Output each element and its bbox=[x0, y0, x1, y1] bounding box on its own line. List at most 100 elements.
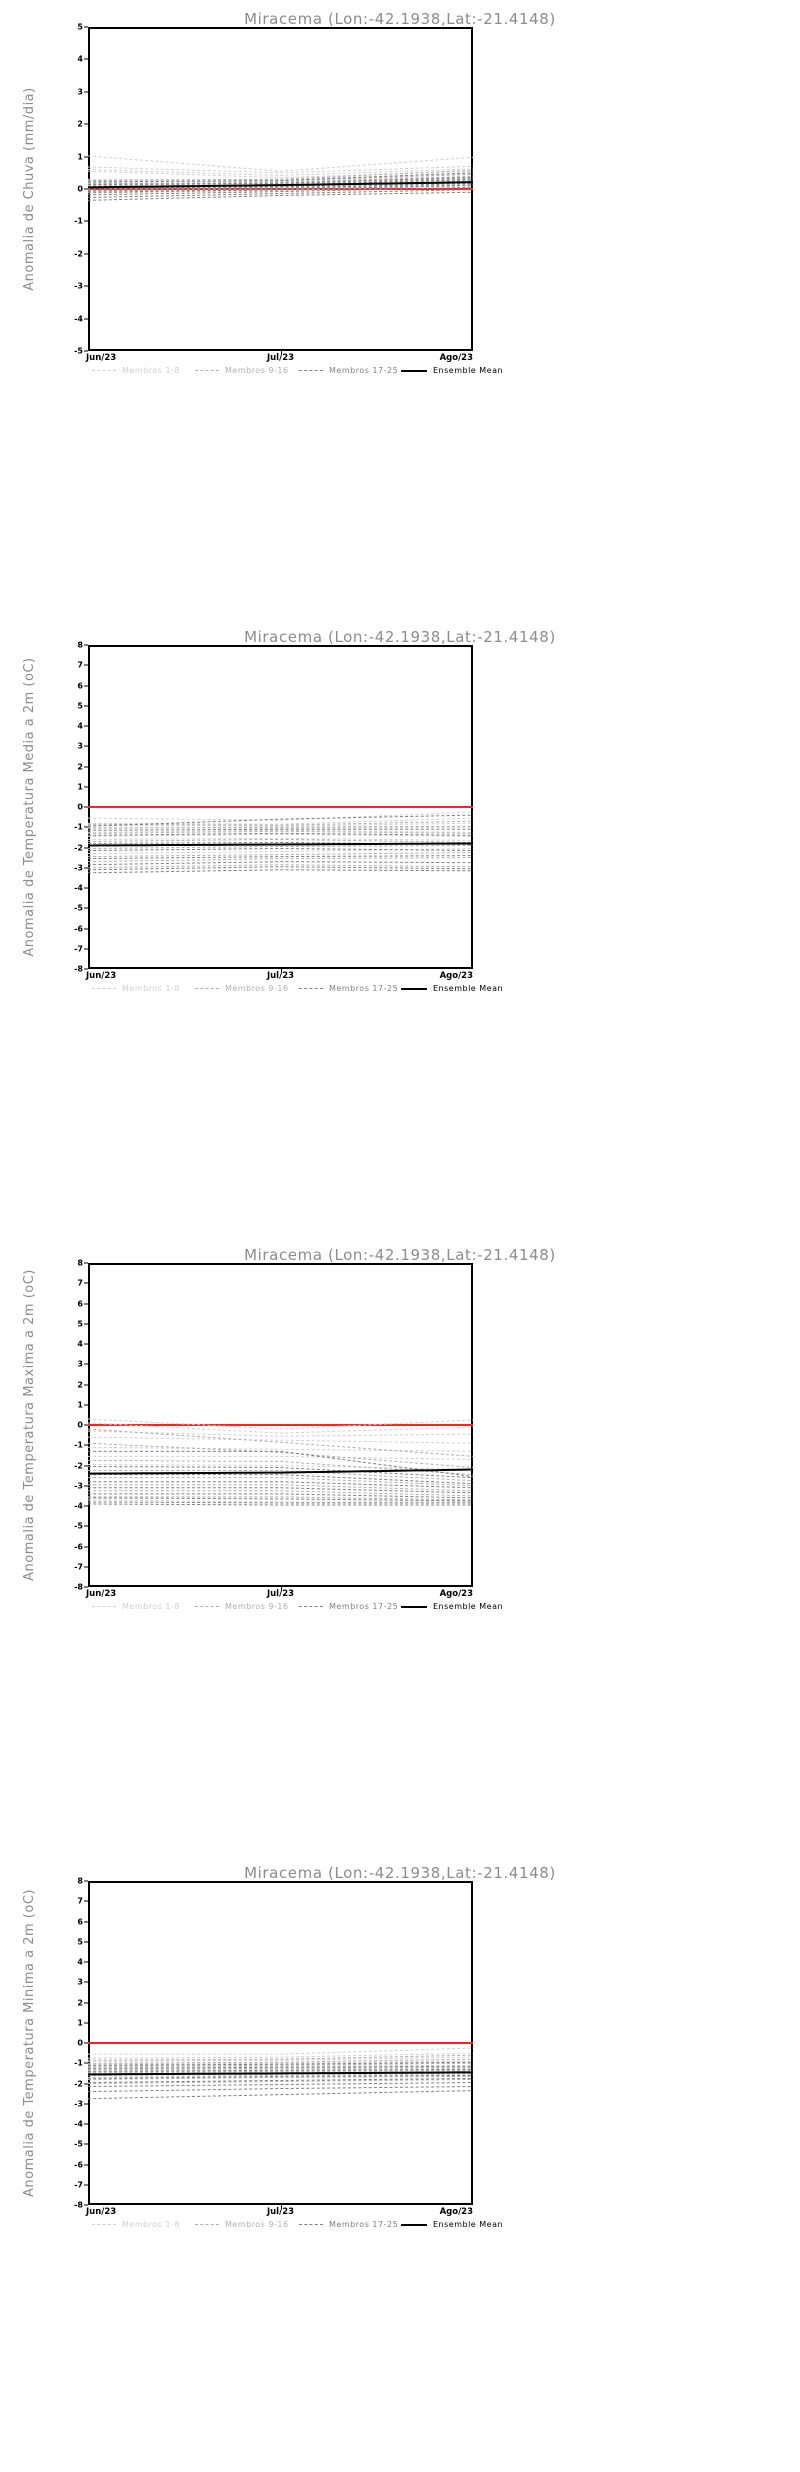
y-tick-mark bbox=[84, 1586, 88, 1588]
member-line bbox=[88, 833, 473, 837]
y-tick-label: 5 bbox=[77, 22, 83, 32]
plot-area: 5 4 3 2 1 0 -1 -2 -3 -4 -5 Jun/23 Jul/23 Ago/23 bbox=[74, 23, 473, 363]
member-line bbox=[88, 1503, 473, 1506]
y-tick-label: 5 bbox=[77, 1937, 83, 1947]
y-tick-mark bbox=[84, 1282, 88, 1284]
legend-label: Ensemble Mean bbox=[433, 366, 504, 375]
member-line bbox=[88, 844, 473, 850]
y-tick-label: -2 bbox=[74, 2079, 83, 2088]
member-line bbox=[88, 2067, 473, 2071]
y-tick-mark bbox=[84, 1941, 88, 1943]
member-line bbox=[88, 852, 473, 858]
member-line bbox=[88, 832, 473, 836]
member-line bbox=[88, 185, 473, 194]
series-canvas bbox=[88, 1881, 473, 2205]
x-tick-mark bbox=[280, 969, 282, 973]
legend-swatch-icon bbox=[195, 2224, 219, 2225]
y-tick-label: 1 bbox=[77, 1400, 83, 1410]
legend-label: Membros 9-16 bbox=[225, 984, 289, 993]
member-line bbox=[88, 825, 473, 829]
ensemble-mean-line bbox=[88, 842, 473, 847]
member-line bbox=[88, 1490, 473, 1497]
y-tick-mark bbox=[84, 664, 88, 666]
y-tick-label: -8 bbox=[74, 1582, 83, 1592]
member-line bbox=[88, 1428, 473, 1457]
y-tick-mark bbox=[84, 887, 88, 889]
legend-label: Ensemble Mean bbox=[433, 1602, 504, 1611]
y-tick-label: -5 bbox=[74, 1521, 83, 1531]
y-tick-mark bbox=[84, 1981, 88, 1983]
member-line bbox=[88, 1418, 473, 1430]
y-axis-label: Anomalia de Chuva (mm/dia) bbox=[22, 87, 37, 291]
y-tick-label: 2 bbox=[77, 1380, 83, 1389]
member-line bbox=[88, 1436, 473, 1444]
legend-swatch-icon bbox=[195, 1606, 219, 1607]
y-tick-mark bbox=[84, 2002, 88, 2003]
y-tick-mark bbox=[84, 1363, 88, 1365]
y-tick-label: -3 bbox=[74, 863, 83, 873]
y-tick-label: -6 bbox=[74, 2160, 83, 2169]
y-tick-label: 1 bbox=[77, 782, 83, 792]
ensemble-mean-line bbox=[88, 2071, 473, 2076]
y-tick-label: 2 bbox=[77, 119, 83, 129]
plot-area: 8 7 6 5 4 3 2 1 0 -1 -2 -3 -4 -5 -6 -7 -8 Jun/23 Jul/23 Ago… bbox=[74, 1877, 473, 2217]
member-line bbox=[88, 2073, 473, 2078]
member-line bbox=[88, 1422, 473, 1434]
y-tick-mark bbox=[84, 644, 88, 646]
y-tick-label: 4 bbox=[77, 54, 83, 64]
y-tick-mark bbox=[84, 1961, 88, 1963]
x-tick-mark bbox=[280, 351, 282, 355]
member-line bbox=[88, 2052, 473, 2059]
x-tick-label: Jun/23 bbox=[86, 971, 117, 981]
member-line bbox=[88, 1430, 473, 1437]
y-tick-label: 4 bbox=[77, 1339, 83, 1349]
y-tick-mark bbox=[84, 2123, 88, 2125]
chart-title: Miracema (Lon:-42.1938,Lat:-21.4148) bbox=[244, 628, 556, 646]
member-line bbox=[88, 1446, 473, 1452]
member-line bbox=[88, 176, 473, 185]
member-line bbox=[88, 1497, 473, 1502]
legend-label: Membros 17-25 bbox=[329, 366, 399, 375]
y-tick-label: 2 bbox=[77, 762, 83, 771]
member-line bbox=[88, 1474, 473, 1485]
member-line bbox=[88, 837, 473, 841]
chart-legend: Membros 1-8 Membros 9-16 Membros 17-25 Ense… bbox=[88, 982, 503, 998]
y-tick-mark bbox=[84, 2204, 88, 2206]
y-tick-label: -7 bbox=[74, 944, 83, 954]
y-tick-label: -1 bbox=[74, 216, 83, 226]
y-tick-mark bbox=[84, 156, 88, 158]
y-tick-label: -4 bbox=[74, 1501, 83, 1511]
member-line bbox=[88, 2069, 473, 2073]
y-tick-mark bbox=[84, 786, 88, 788]
member-line bbox=[88, 864, 473, 869]
member-line bbox=[88, 2065, 473, 2069]
member-line bbox=[88, 855, 473, 860]
y-tick-mark bbox=[84, 2042, 88, 2044]
member-line bbox=[88, 178, 473, 186]
y-tick-mark bbox=[84, 26, 88, 28]
y-tick-mark bbox=[84, 1444, 88, 1446]
y-tick-label: 7 bbox=[77, 1278, 83, 1288]
member-line bbox=[88, 2077, 473, 2083]
x-tick-label: Jul/23 bbox=[266, 971, 295, 981]
y-tick-label: 0 bbox=[77, 1420, 83, 1430]
legend-swatch-icon bbox=[299, 1606, 323, 1607]
y-tick-label: -8 bbox=[74, 2200, 83, 2210]
y-tick-label: -3 bbox=[74, 2099, 83, 2109]
member-line bbox=[88, 2054, 473, 2061]
x-tick-label: Ago/23 bbox=[439, 2207, 473, 2217]
chart-panel-2: Miracema (Lon:-42.1938,Lat:-21.4148) Anom… bbox=[0, 1236, 800, 1854]
y-tick-label: 5 bbox=[77, 1319, 83, 1329]
y-tick-mark bbox=[84, 847, 88, 848]
y-tick-mark bbox=[84, 91, 88, 93]
y-tick-mark bbox=[84, 1262, 88, 1264]
member-line bbox=[88, 172, 473, 183]
legend-label: Membros 9-16 bbox=[225, 2220, 289, 2229]
y-tick-mark bbox=[84, 1525, 88, 1527]
y-tick-mark bbox=[84, 253, 88, 255]
legend-swatch-icon bbox=[299, 2224, 323, 2225]
chart-legend: Membros 1-8 Membros 9-16 Membros 17-25 Ense… bbox=[88, 1600, 503, 1616]
member-line bbox=[88, 2078, 473, 2084]
member-line bbox=[88, 191, 473, 201]
